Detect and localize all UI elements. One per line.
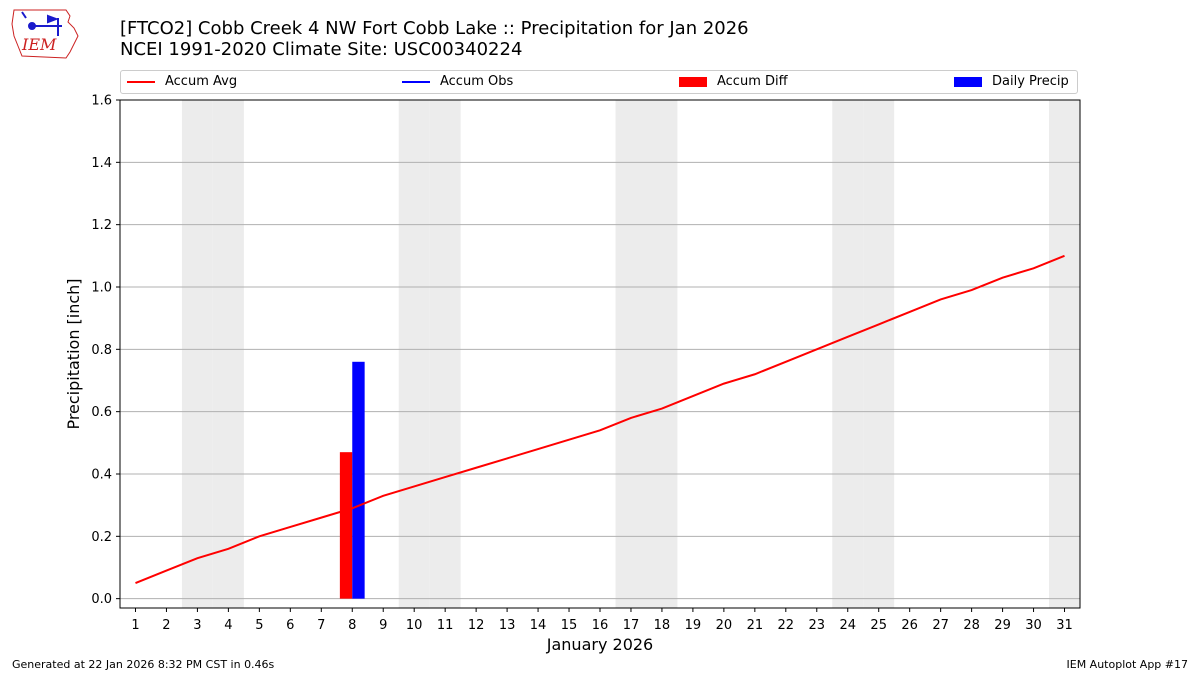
x-tick-label: 29 bbox=[994, 618, 1011, 633]
weekend-shade bbox=[429, 100, 461, 608]
chart-legend: Accum Avg Accum Obs Accum Diff Daily Pre… bbox=[120, 70, 1078, 94]
x-tick-label: 3 bbox=[193, 618, 201, 633]
x-tick-label: 28 bbox=[963, 618, 980, 633]
chart-title: [FTCO2] Cobb Creek 4 NW Fort Cobb Lake :… bbox=[120, 18, 749, 60]
footer-generated: Generated at 22 Jan 2026 8:32 PM CST in … bbox=[12, 658, 275, 671]
weekend-shade bbox=[863, 100, 895, 608]
legend-swatch-daily-precip bbox=[954, 76, 982, 87]
weekend-shade bbox=[615, 100, 647, 608]
x-tick-label: 25 bbox=[870, 618, 887, 633]
weekend-shade bbox=[832, 100, 864, 608]
x-tick-label: 7 bbox=[317, 618, 325, 633]
x-tick-label: 31 bbox=[1056, 618, 1073, 633]
x-tick-label: 30 bbox=[1025, 618, 1042, 633]
x-tick-label: 22 bbox=[778, 618, 795, 633]
daily-precip-bar bbox=[352, 361, 365, 599]
legend-swatch-accum-avg bbox=[127, 80, 155, 83]
plot-frame bbox=[119, 99, 1081, 609]
x-tick-label: 4 bbox=[224, 618, 232, 633]
iem-logo: IEM bbox=[11, 9, 79, 59]
chart-title-line1: [FTCO2] Cobb Creek 4 NW Fort Cobb Lake :… bbox=[120, 18, 749, 39]
y-tick-label: 1.6 bbox=[91, 94, 112, 109]
x-tick-label: 26 bbox=[901, 618, 918, 633]
x-tick-label: 9 bbox=[379, 618, 387, 633]
legend-swatch-accum-diff bbox=[679, 76, 707, 87]
legend-item-accum-diff: Accum Diff bbox=[679, 74, 788, 89]
chart-title-line2: NCEI 1991-2020 Climate Site: USC00340224 bbox=[120, 39, 523, 60]
weather-station-icon bbox=[21, 11, 62, 36]
x-tick-label: 21 bbox=[747, 618, 764, 633]
legend-label-daily-precip: Daily Precip bbox=[992, 74, 1069, 89]
y-axis-label: Precipitation [inch] bbox=[64, 278, 83, 429]
y-tick-label: 0.6 bbox=[91, 405, 112, 420]
legend-label-accum-diff: Accum Diff bbox=[717, 74, 788, 89]
legend-item-accum-obs: Accum Obs bbox=[402, 74, 513, 89]
y-tick-label: 0.8 bbox=[91, 343, 112, 358]
y-tick-label: 0.2 bbox=[91, 530, 112, 545]
x-tick-label: 10 bbox=[406, 618, 423, 633]
x-tick-label: 27 bbox=[932, 618, 949, 633]
x-tick-label: 23 bbox=[809, 618, 826, 633]
legend-swatch-accum-obs bbox=[402, 80, 430, 83]
x-tick-label: 16 bbox=[592, 618, 609, 633]
weekend-shade bbox=[646, 100, 678, 608]
weekend-shade bbox=[212, 100, 244, 608]
weekend-shade bbox=[181, 100, 213, 608]
x-tick-label: 11 bbox=[437, 618, 454, 633]
x-tick-label: 1 bbox=[131, 618, 139, 633]
x-tick-label: 14 bbox=[530, 618, 547, 633]
accum-diff-bar bbox=[339, 452, 353, 599]
y-tick-label: 0.0 bbox=[91, 592, 112, 607]
x-tick-label: 19 bbox=[685, 618, 702, 633]
y-tick-label: 1.0 bbox=[91, 280, 112, 295]
y-tick-label: 1.2 bbox=[91, 218, 112, 233]
x-tick-label: 2 bbox=[162, 618, 170, 633]
x-tick-label: 24 bbox=[839, 618, 856, 633]
x-tick-label: 17 bbox=[623, 618, 640, 633]
footer-app-label: IEM Autoplot App #17 bbox=[1066, 658, 1189, 671]
logo-text: IEM bbox=[21, 35, 57, 54]
accum-avg-line bbox=[135, 254, 1065, 584]
x-tick-label: 12 bbox=[468, 618, 485, 633]
x-tick-label: 5 bbox=[255, 618, 263, 633]
weekend-shade bbox=[398, 100, 430, 608]
legend-label-accum-obs: Accum Obs bbox=[440, 74, 514, 89]
legend-label-accum-avg: Accum Avg bbox=[165, 74, 238, 89]
weekend-shade bbox=[1049, 100, 1080, 608]
x-tick-label: 15 bbox=[561, 618, 578, 633]
legend-item-daily-precip: Daily Precip bbox=[954, 74, 1069, 89]
iowa-outline-icon bbox=[11, 9, 79, 59]
x-tick-label: 20 bbox=[716, 618, 733, 633]
x-axis-label: January 2026 bbox=[546, 635, 653, 654]
x-tick-label: 18 bbox=[654, 618, 671, 633]
y-tick-label: 0.4 bbox=[91, 467, 112, 482]
legend-item-accum-avg: Accum Avg bbox=[127, 74, 237, 89]
y-tick-label: 1.4 bbox=[91, 156, 112, 171]
x-tick-label: 6 bbox=[286, 618, 294, 633]
x-tick-label: 8 bbox=[348, 618, 356, 633]
x-tick-label: 13 bbox=[499, 618, 516, 633]
